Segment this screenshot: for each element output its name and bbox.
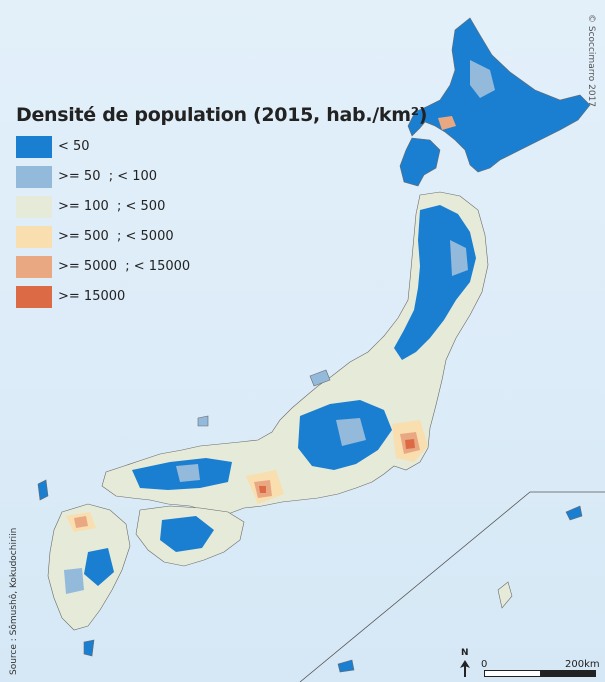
legend-item: >= 5000 ; < 15000 xyxy=(16,254,236,284)
tokyo-dense xyxy=(405,439,415,449)
legend-item: >= 15000 xyxy=(16,284,236,314)
scale-start-label: 0 xyxy=(481,659,488,670)
inset-frame-line xyxy=(299,491,605,682)
fukuoka-core xyxy=(74,516,88,528)
source-note: Source : Sômushô, Kokudochiriin xyxy=(9,527,19,675)
kyushu-mid-patch xyxy=(64,568,84,594)
legend-item: >= 500 ; < 5000 xyxy=(16,224,236,254)
legend-swatch xyxy=(16,136,52,158)
north-label: N xyxy=(461,648,469,658)
hokkaido-island xyxy=(407,17,591,173)
hokkaido-urban-patch xyxy=(438,116,456,130)
oki-island xyxy=(197,415,209,427)
legend: < 50 >= 50 ; < 100 >= 100 ; < 500 >= 500… xyxy=(16,134,236,314)
scale-end-label: 200km xyxy=(565,659,600,670)
legend-item: < 50 xyxy=(16,134,236,164)
osaka-dense xyxy=(259,486,266,493)
ryukyu-islet xyxy=(337,659,355,673)
sado-island xyxy=(309,369,331,387)
copyright-credit: © Scoccimarro 2017 xyxy=(586,14,596,108)
okinawa-island xyxy=(497,581,513,609)
amami-island xyxy=(565,505,583,521)
legend-swatch xyxy=(16,286,52,308)
legend-swatch xyxy=(16,226,52,248)
legend-label: < 50 xyxy=(58,139,90,154)
legend-item: >= 50 ; < 100 xyxy=(16,164,236,194)
tanegashima-island xyxy=(83,639,95,657)
legend-label: >= 100 ; < 500 xyxy=(58,199,166,214)
legend-label: >= 15000 xyxy=(58,289,126,304)
legend-swatch xyxy=(16,166,52,188)
legend-label: >= 5000 ; < 15000 xyxy=(58,259,191,274)
legend-item: >= 100 ; < 500 xyxy=(16,194,236,224)
legend-title: Densité de population (2015, hab./km²) xyxy=(16,104,428,126)
honshu-island xyxy=(101,191,489,515)
shikoku-lowdensity xyxy=(160,516,214,552)
kyushu-lowdensity xyxy=(84,548,114,586)
legend-label: >= 50 ; < 100 xyxy=(58,169,158,184)
legend-swatch xyxy=(16,196,52,218)
north-arrow-icon xyxy=(460,660,470,677)
chugoku-mid-patch xyxy=(176,464,200,482)
scale-bar xyxy=(484,670,596,677)
tsushima-island xyxy=(37,479,49,501)
legend-swatch xyxy=(16,256,52,278)
chubu-mid-patch xyxy=(336,418,366,446)
tohoku-mid-patch xyxy=(450,240,468,276)
legend-label: >= 500 ; < 5000 xyxy=(58,229,174,244)
hokkaido-southwest xyxy=(399,137,441,187)
hokkaido-lowdensity-patch xyxy=(470,60,495,98)
